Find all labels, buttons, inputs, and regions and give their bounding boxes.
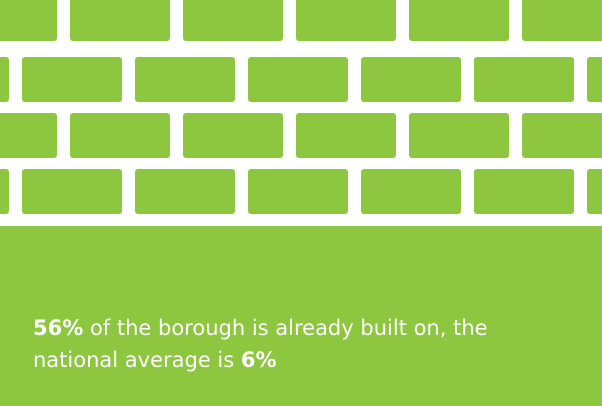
brick (183, 0, 283, 41)
brick (361, 169, 461, 214)
brick (22, 169, 122, 214)
brick (361, 57, 461, 102)
brick (248, 169, 348, 214)
brick (409, 113, 509, 158)
brick (70, 113, 170, 158)
brick (0, 113, 57, 158)
brick (296, 113, 396, 158)
brick (0, 57, 9, 102)
statement-panel: 56% of the borough is already built on, … (0, 226, 602, 406)
brick (474, 169, 574, 214)
brick (474, 57, 574, 102)
brick (135, 57, 235, 102)
brick (522, 0, 602, 41)
brick (587, 169, 602, 214)
statement-text: of the borough is already built on, the … (33, 316, 488, 372)
brick (0, 169, 9, 214)
statement: 56% of the borough is already built on, … (33, 312, 573, 376)
brick (135, 169, 235, 214)
brick (409, 0, 509, 41)
brick (587, 57, 602, 102)
brick (0, 0, 57, 41)
lead-figure: 56% (33, 316, 84, 340)
brick (296, 0, 396, 41)
brick (70, 0, 170, 41)
end-figure: 6% (240, 348, 277, 372)
brick (22, 57, 122, 102)
brick-wall (0, 0, 602, 214)
brick (248, 57, 348, 102)
brick (522, 113, 602, 158)
brick (183, 113, 283, 158)
